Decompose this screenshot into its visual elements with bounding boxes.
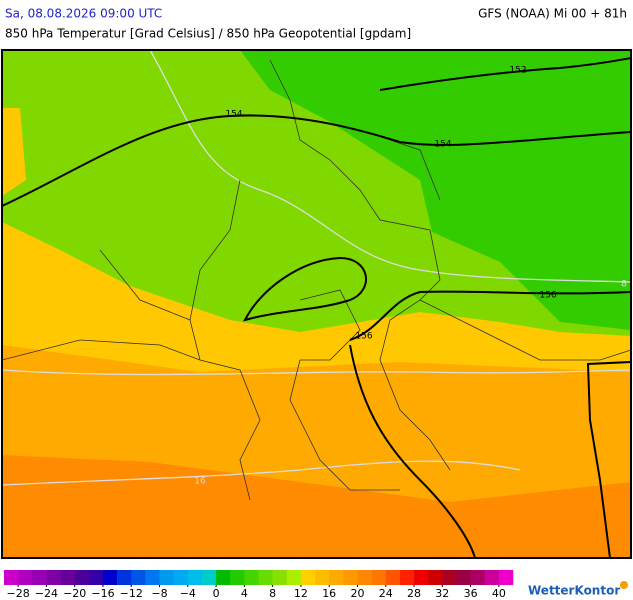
colorbar-cell	[484, 570, 500, 585]
colorbar-cell	[286, 570, 302, 585]
colorbar-tick-label: 4	[241, 587, 248, 600]
colorbar-cell	[371, 570, 387, 585]
colorbar-cell	[300, 570, 316, 585]
colorbar-tick-label: 12	[294, 587, 308, 600]
colorbar-tick-label: 28	[407, 587, 421, 600]
colorbar-tick-label: 20	[350, 587, 364, 600]
geopotential	[243, 256, 367, 322]
colorbar-cell	[201, 570, 217, 585]
colorbar-tick-label: 40	[492, 587, 506, 600]
region-hot	[2, 455, 631, 558]
colorbar-tick-label: −24	[35, 587, 58, 600]
colorbar-cell	[46, 570, 61, 585]
colorbar-cell	[414, 570, 429, 585]
colorbar-cell	[145, 570, 160, 585]
colorbar-cell	[272, 570, 288, 585]
contour-label: 156	[355, 332, 372, 342]
logo-icon	[620, 581, 628, 589]
geopotential	[586, 361, 632, 559]
contour-label: 156	[539, 291, 556, 301]
colorbar-cell	[117, 570, 132, 585]
colorbar-tick-label: 16	[322, 587, 336, 600]
colorbar-tick-label: 24	[379, 587, 393, 600]
contour-label: 154	[225, 110, 242, 120]
isotherm	[1, 460, 521, 486]
colorbar-cell	[18, 570, 33, 585]
isotherm	[149, 49, 632, 283]
colorbar-cell	[357, 570, 372, 585]
colorbar-cell	[315, 570, 330, 585]
logo: WetterKontor	[528, 584, 620, 598]
colorbar-cell	[216, 570, 231, 585]
colorbar-cell	[4, 570, 19, 585]
colorbar-tick-label: −20	[63, 587, 86, 600]
subtitle: 850 hPa Temperatur [Grad Celsius] / 850 …	[5, 27, 411, 41]
colorbar-cell	[60, 570, 75, 585]
geopotential	[1, 114, 632, 207]
geopotential	[349, 344, 476, 559]
colorbar-tick-label: −4	[180, 587, 196, 600]
geopotential	[379, 57, 632, 91]
colorbar-cell	[428, 570, 443, 585]
colorbar-cell	[442, 570, 457, 585]
geopotential	[349, 290, 632, 341]
map-frame	[1, 49, 632, 559]
isotherm-label: 8	[621, 280, 627, 290]
colorbar-cell	[230, 570, 245, 585]
region-cool	[240, 50, 631, 330]
colorbar-cell	[159, 570, 174, 585]
valid-time: Sa, 08.08.2026 09:00 UTC	[5, 7, 162, 21]
isotherm-label: 16	[194, 477, 206, 487]
contour-label: 152	[509, 66, 526, 76]
colorbar-tick-label: 32	[435, 587, 449, 600]
colorbar-cell	[470, 570, 486, 585]
colorbar-cell	[74, 570, 90, 585]
colorbar-cell	[399, 570, 415, 585]
colorbar-tick-label: 36	[464, 587, 478, 600]
colorbar-tick-label: −16	[91, 587, 114, 600]
colorbar-cell	[131, 570, 146, 585]
colorbar-cell	[244, 570, 259, 585]
colorbar-cell	[88, 570, 104, 585]
colorbar-cell	[187, 570, 203, 585]
colorbar-tick-label: 8	[269, 587, 276, 600]
colorbar-tick-label: −12	[120, 587, 143, 600]
colorbar-cell	[456, 570, 471, 585]
colorbar-tick-label: 0	[213, 587, 220, 600]
model-run: GFS (NOAA) Mi 00 + 81h	[478, 7, 627, 21]
region-warm	[2, 108, 26, 196]
colorbar-tick-label: −8	[151, 587, 167, 600]
colorbar-cell	[385, 570, 401, 585]
colorbar-tick-label: −28	[7, 587, 30, 600]
colorbar-cell	[329, 570, 344, 585]
colorbar-cell	[173, 570, 189, 585]
map: 152 154 154 156 156 8 16	[1, 49, 632, 559]
colorbar-cell	[343, 570, 358, 585]
colorbar-cell	[498, 570, 514, 585]
colorbar-cell	[102, 570, 118, 585]
colorbar-cell	[258, 570, 273, 585]
colorbar: −28 −24 −20 −16 −12 −8 −4 0 4 8 12 16 20 24 28 32 36 40	[4, 570, 514, 600]
contour-label: 154	[434, 140, 451, 150]
colorbar-cell	[32, 570, 47, 585]
borders	[1, 59, 632, 501]
